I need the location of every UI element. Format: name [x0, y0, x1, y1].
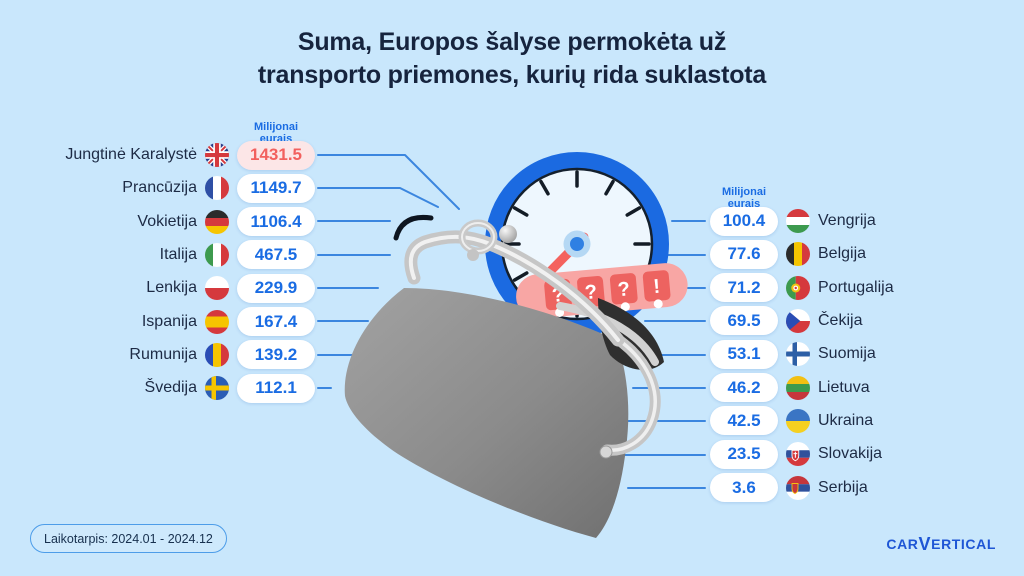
de-flag-icon: [205, 209, 229, 234]
country-row: 46.2 Lietuva: [710, 372, 870, 404]
ua-flag-icon: [786, 408, 810, 433]
logo-text-car: CAR: [886, 536, 919, 553]
value-pill: 139.2: [237, 340, 315, 370]
value-pill: 69.5: [710, 306, 778, 336]
se-flag-icon: [205, 376, 229, 401]
pt-flag-icon: [786, 275, 810, 300]
pl-flag-icon: [205, 276, 229, 301]
period-label: Laikotarpis: 2024.01 - 2024.12: [44, 531, 213, 546]
svg-text:?: ?: [617, 278, 631, 301]
value-pill: 467.5: [237, 240, 315, 270]
country-row: 42.5 Ukraina: [710, 405, 873, 437]
country-row: 23.5 Slovakija: [710, 438, 882, 470]
ro-flag-icon: [205, 342, 229, 367]
country-row: Rumunija 139.2: [0, 339, 315, 371]
page-title: Suma, Europos šalyse permokėta už transp…: [0, 26, 1024, 91]
title-line-1: Suma, Europos šalyse permokėta už: [297, 28, 727, 56]
value-pill: 1149.7: [237, 173, 315, 203]
fr-flag-icon: [205, 176, 229, 201]
country-label: Lenkija: [146, 279, 197, 297]
value-pill: 1431.5: [237, 140, 315, 170]
cz-flag-icon: [786, 308, 810, 333]
logo-text-v: V: [918, 534, 932, 554]
clasp-ball: [499, 225, 517, 243]
country-row: 69.5 Čekija: [710, 305, 862, 337]
country-row: Vokietija 1106.4: [0, 206, 315, 238]
country-row: Švedija 112.1: [0, 372, 315, 404]
country-label: Portugalija: [818, 278, 894, 296]
country-label: Suomija: [818, 345, 876, 363]
value-pill: 46.2: [710, 373, 778, 403]
country-row: Ispanija 167.4: [0, 306, 315, 338]
value-pill: 1106.4: [237, 207, 315, 237]
country-label: Ukraina: [818, 411, 874, 429]
value-pill: 167.4: [237, 307, 315, 337]
title-line-2: transporto priemones, kurių rida suklast…: [257, 60, 767, 89]
country-row: 3.6 Serbija: [710, 472, 868, 504]
hu-flag-icon: [786, 209, 810, 233]
value-pill: 229.9: [237, 273, 315, 303]
country-label: Vokietija: [137, 212, 197, 230]
value-pill: 53.1: [710, 339, 778, 369]
country-label: Italija: [159, 245, 197, 263]
motion-arc: [393, 214, 434, 241]
es-flag-icon: [205, 309, 229, 334]
fi-flag-icon: [786, 342, 810, 367]
value-pill: 42.5: [710, 406, 778, 436]
value-pill: 100.4: [710, 206, 778, 236]
lt-flag-icon: [786, 375, 810, 400]
value-pill: 23.5: [710, 439, 778, 469]
country-row: 53.1 Suomija: [710, 338, 876, 370]
country-label: Slovakija: [818, 445, 883, 463]
logo-text-ertical: ERTICAL: [931, 536, 996, 553]
country-label: Prancūzija: [122, 179, 197, 197]
country-label: Jungtinė Karalystė: [65, 146, 197, 163]
country-label: Lietuva: [818, 378, 870, 396]
value-pill: 3.6: [710, 473, 778, 503]
sk-flag-icon: [786, 442, 810, 467]
period-badge: Laikotarpis: 2024.01 - 2024.12: [30, 524, 227, 553]
carvertical-logo: CAR V ERTICAL: [886, 534, 996, 554]
country-label: Ispanija: [141, 312, 197, 330]
country-row: Italija 467.5: [0, 239, 315, 271]
it-flag-icon: [205, 242, 229, 267]
country-label: Belgija: [818, 245, 867, 263]
country-row: 100.4 Vengrija: [710, 205, 876, 237]
be-flag-icon: [786, 242, 810, 267]
coin-purse-illustration: [344, 219, 664, 538]
country-row: Lenkija 229.9: [0, 272, 315, 304]
country-label: Serbija: [818, 478, 868, 496]
purse-fabric: [344, 288, 629, 538]
rs-flag-icon: [786, 475, 810, 500]
country-row: Prancūzija 1149.7: [0, 172, 315, 204]
country-row: 71.2 Portugalija: [710, 272, 894, 304]
svg-text:!: !: [652, 276, 661, 298]
value-pill: 71.2: [710, 273, 778, 303]
value-pill: 112.1: [237, 373, 315, 403]
country-row: Jungtinė Karalystė 1431.5: [0, 139, 315, 171]
country-row: 77.6 Belgija: [710, 238, 866, 270]
country-label: Švedija: [144, 379, 197, 397]
country-label: Čekija: [818, 311, 863, 329]
country-label: Vengrija: [818, 212, 876, 229]
country-label: Rumunija: [129, 345, 197, 363]
value-pill: 77.6: [710, 239, 778, 269]
